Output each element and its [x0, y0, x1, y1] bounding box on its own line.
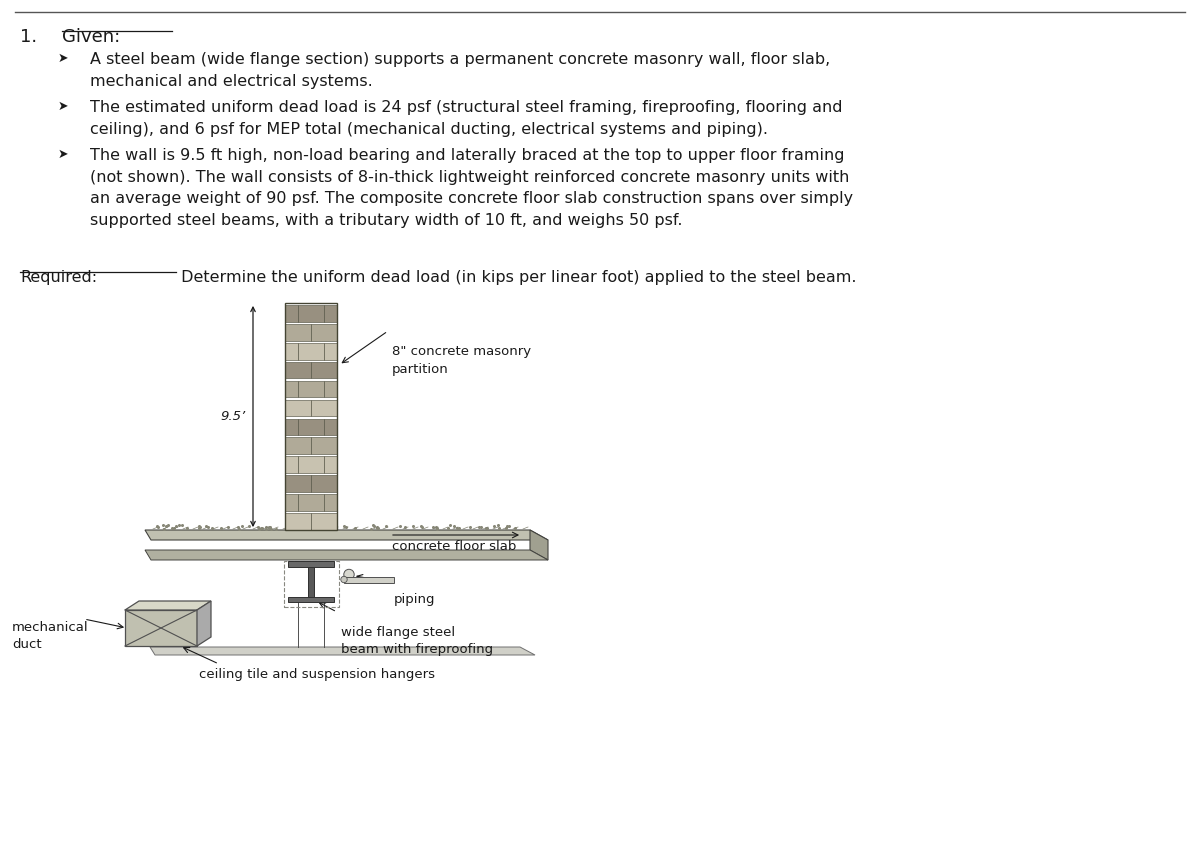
Polygon shape — [530, 530, 548, 560]
Bar — [308, 567, 313, 596]
Text: concrete floor slab: concrete floor slab — [392, 540, 516, 553]
Bar — [286, 324, 311, 340]
Bar — [286, 513, 311, 529]
Bar — [286, 476, 311, 492]
Text: wide flange steel
beam with fireproofing: wide flange steel beam with fireproofing — [341, 626, 493, 656]
Text: Required:: Required: — [20, 270, 97, 285]
Bar — [298, 305, 324, 322]
Bar — [286, 305, 298, 322]
Bar — [286, 343, 298, 359]
Bar — [286, 457, 298, 473]
Bar — [311, 324, 337, 340]
Polygon shape — [125, 610, 197, 646]
Bar — [288, 596, 334, 602]
Text: Given:: Given: — [62, 28, 120, 46]
Text: A steel beam (wide flange section) supports a permanent concrete masonry wall, f: A steel beam (wide flange section) suppo… — [90, 52, 830, 89]
Bar — [344, 576, 394, 582]
Text: Determine the uniform dead load (in kips per linear foot) applied to the steel b: Determine the uniform dead load (in kips… — [176, 270, 857, 285]
Bar — [311, 476, 337, 492]
Bar — [298, 343, 324, 359]
Bar — [311, 399, 337, 417]
Circle shape — [341, 576, 347, 582]
Bar — [286, 399, 311, 417]
Bar — [298, 418, 324, 435]
Polygon shape — [197, 601, 211, 646]
Bar — [311, 513, 337, 529]
Bar — [286, 418, 298, 435]
Bar — [324, 381, 337, 398]
Text: 9.5’: 9.5’ — [221, 410, 246, 423]
Polygon shape — [150, 647, 535, 655]
Bar — [298, 381, 324, 398]
Text: The wall is 9.5 ft high, non-load bearing and laterally braced at the top to upp: The wall is 9.5 ft high, non-load bearin… — [90, 148, 853, 227]
Text: ➤: ➤ — [58, 148, 68, 161]
Bar — [286, 381, 298, 398]
Bar — [324, 494, 337, 511]
Bar — [298, 457, 324, 473]
Bar — [286, 494, 298, 511]
Text: 1.: 1. — [20, 28, 37, 46]
Text: piping: piping — [394, 593, 436, 606]
Bar — [324, 457, 337, 473]
Bar — [324, 343, 337, 359]
Polygon shape — [125, 601, 211, 610]
Bar — [288, 561, 334, 567]
Polygon shape — [145, 550, 548, 560]
Text: 8" concrete masonry
partition: 8" concrete masonry partition — [392, 345, 532, 376]
Bar — [324, 305, 337, 322]
Bar — [311, 437, 337, 454]
Polygon shape — [145, 530, 548, 540]
Bar — [324, 418, 337, 435]
Bar — [298, 494, 324, 511]
Bar — [286, 362, 311, 378]
Text: The estimated uniform dead load is 24 psf (structural steel framing, fireproofin: The estimated uniform dead load is 24 ps… — [90, 100, 842, 136]
Text: ➤: ➤ — [58, 100, 68, 113]
Text: ➤: ➤ — [58, 52, 68, 65]
Text: ceiling tile and suspension hangers: ceiling tile and suspension hangers — [199, 668, 436, 681]
Bar — [311, 362, 337, 378]
Bar — [286, 303, 337, 530]
Circle shape — [344, 569, 354, 580]
Text: mechanical
duct: mechanical duct — [12, 621, 89, 652]
Bar — [286, 437, 311, 454]
Bar — [283, 561, 338, 607]
